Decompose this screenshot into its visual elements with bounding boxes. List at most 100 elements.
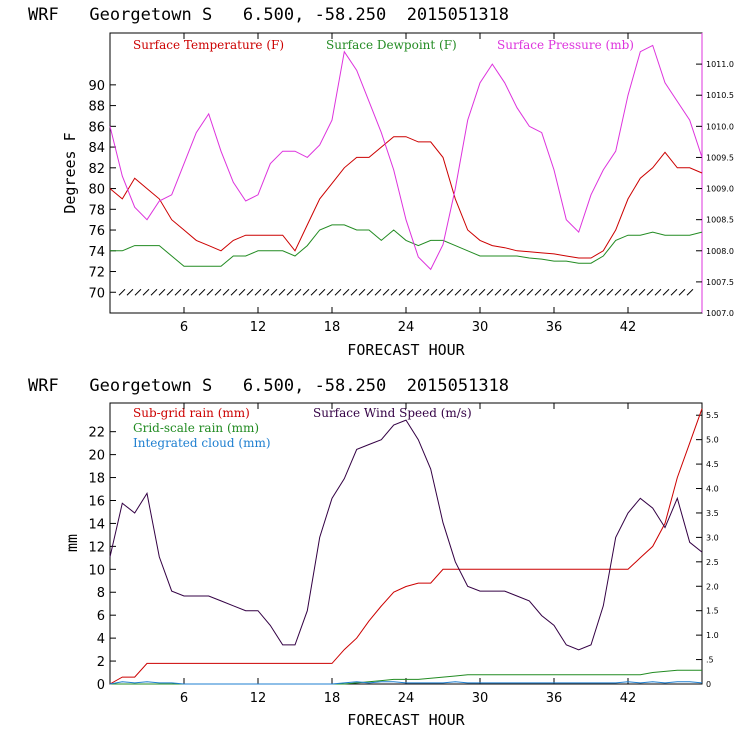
wind-barb [262,288,270,296]
y2-tick-label: 2.0 [706,582,719,591]
x-axis-label: FORECAST HOUR [347,711,465,729]
wind-barb [214,288,222,296]
y2-tick-label: 1011.0 [706,60,734,69]
legend-temperature: Surface Temperature (F) [133,38,284,52]
wind-barb [622,288,630,296]
wind-barb [550,288,558,296]
wind-barb [438,288,446,296]
wind-barb [206,288,214,296]
wind-barb [358,288,366,296]
wind-barbs [118,288,694,296]
wind-barb [638,288,646,296]
series-line-surface-wind-speed-m-s [109,419,703,651]
legend-gridscale-rain: Grid-scale rain (mm) [133,421,259,435]
wind-barb [150,288,158,296]
wind-barb [406,288,414,296]
y2-tick-label: 1009.0 [706,185,734,194]
wind-barb [382,288,390,296]
legend-subgrid-rain: Sub-grid rain (mm) [133,406,250,420]
y-tick-label: 18 [88,472,105,487]
y-tick-label: 8 [97,586,105,601]
y2-tick-label: 1008.0 [706,247,734,256]
wind-barb [198,288,206,296]
wind-barb [142,288,150,296]
wind-barb [534,288,542,296]
y-tick-label: 70 [88,286,105,301]
series-line-surface-pressure-mb [109,44,703,271]
x-tick-label: 36 [546,691,563,706]
y-tick-label: 4 [97,632,105,647]
wind-barb [398,288,406,296]
wind-barb [254,288,262,296]
y-tick-label: 88 [88,100,105,115]
wind-barb [342,288,350,296]
wind-barb [286,288,294,296]
y-axis-label: mm [63,534,81,552]
wind-barb [454,288,462,296]
x-tick-label: 12 [250,320,267,335]
y2-tick-label: 1007.0 [706,309,734,318]
wind-barb [518,288,526,296]
y-tick-label: 0 [97,678,105,693]
wind-barb [190,288,198,296]
y-tick-label: 20 [88,449,105,464]
y-tick-label: 72 [88,266,105,281]
wind-barb [222,288,230,296]
panel-title: WRF Georgetown S 6.500, -58.250 20150513… [28,376,509,396]
wind-barb [654,288,662,296]
wind-barb [678,288,686,296]
y2-tick-label: .5 [706,656,714,665]
y-tick-label: 84 [88,141,105,156]
series-line-surface-dewpoint-f [110,224,703,267]
wind-barb [478,288,486,296]
precipitation-panel: WRF Georgetown S 6.500, -58.250 20150513… [28,376,719,729]
wind-barb [590,288,598,296]
panel-title: WRF Georgetown S 6.500, -58.250 20150513… [28,5,509,25]
wind-barb [230,288,238,296]
x-tick-label: 18 [324,691,341,706]
wind-barb [542,288,550,296]
y-tick-label: 2 [97,655,105,670]
y2-tick-label: 5.0 [706,436,719,445]
y-tick-label: 16 [88,494,105,509]
y2-tick-label: 1010.0 [706,122,734,131]
wind-barb [422,288,430,296]
wind-barb [470,288,478,296]
wind-barb [126,288,134,296]
y2-tick-label: 1007.5 [706,278,734,287]
wind-barb [350,288,358,296]
wind-barb [606,288,614,296]
wind-barb [566,288,574,296]
x-axis-label: FORECAST HOUR [347,341,465,359]
wind-barb [310,288,318,296]
wind-barb [118,288,126,296]
y2-tick-label: 1009.5 [706,153,734,162]
wind-barb [366,288,374,296]
wind-barb [374,288,382,296]
y-tick-label: 22 [88,426,105,441]
wind-barb [414,288,422,296]
wind-barb [670,288,678,296]
x-tick-label: 6 [180,691,188,706]
y-tick-label: 12 [88,540,105,555]
wind-barb [502,288,510,296]
wind-barb [390,288,398,296]
y-tick-label: 10 [88,563,105,578]
wind-barb [446,288,454,296]
wind-barb [646,288,654,296]
y2-tick-label: 4.0 [706,485,719,494]
wind-barb [318,288,326,296]
x-tick-label: 6 [180,320,188,335]
y-tick-label: 74 [88,245,105,260]
legend-dewpoint: Surface Dewpoint (F) [326,38,457,52]
legend-wind-speed: Surface Wind Speed (m/s) [313,406,472,420]
y-tick-label: 6 [97,609,105,624]
series-line-integrated-cloud-mm [109,681,703,685]
wind-barb [462,288,470,296]
legend: Surface Temperature (F) Surface Dewpoint… [133,38,634,52]
y-axis-label: Degrees F [61,132,79,213]
wind-barb [302,288,310,296]
y2-tick-label: 1.5 [706,607,719,616]
y2-tick-label: 5.5 [706,411,719,420]
